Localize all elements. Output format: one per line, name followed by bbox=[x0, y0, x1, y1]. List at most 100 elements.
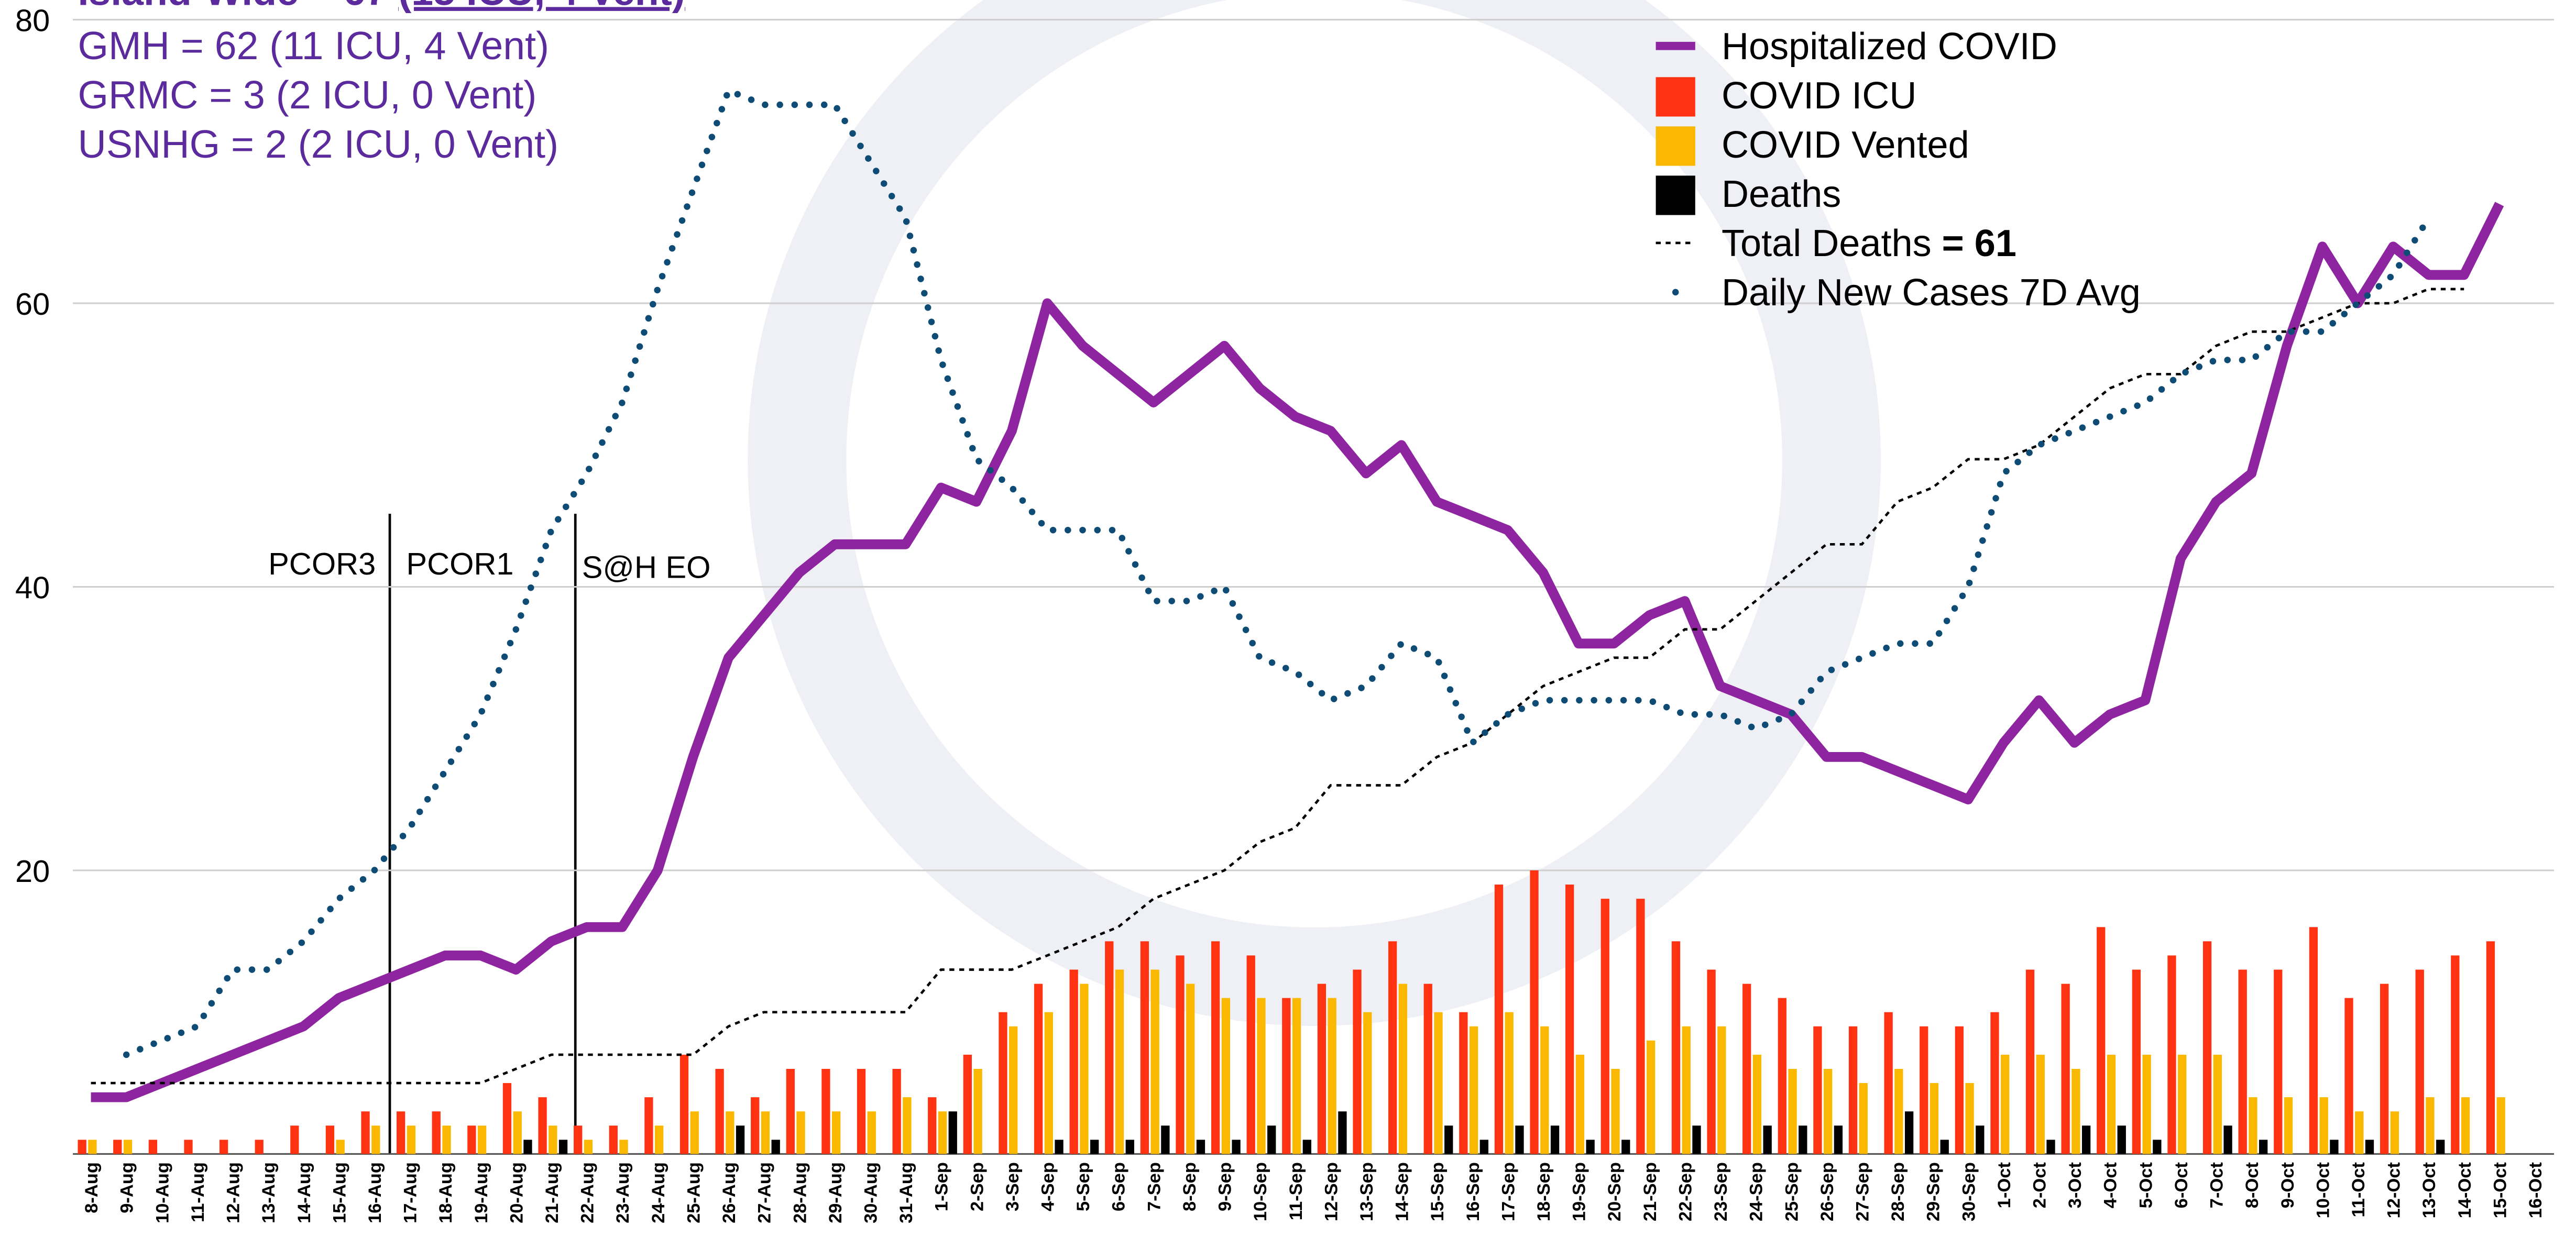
x-tick-label: 2-Sep bbox=[967, 1162, 987, 1211]
summary-detail: (15 ICU, 4 Vent) bbox=[398, 0, 685, 13]
bar bbox=[1211, 941, 1220, 1154]
legend-swatch bbox=[1656, 175, 1695, 215]
x-tick-label: 7-Sep bbox=[1144, 1162, 1164, 1211]
bar bbox=[2436, 1140, 2445, 1154]
note: GRMC = 3 (2 ICU, 0 Vent) bbox=[78, 73, 537, 117]
y-tick-label: 20 bbox=[15, 854, 50, 889]
x-tick-label: 1-Oct bbox=[1994, 1162, 2014, 1209]
x-tick-label: 21-Aug bbox=[542, 1162, 562, 1223]
bar bbox=[1434, 1012, 1443, 1154]
bar bbox=[558, 1140, 568, 1154]
bar bbox=[574, 1125, 583, 1154]
bar bbox=[2025, 969, 2035, 1154]
bar bbox=[690, 1111, 699, 1154]
bar bbox=[2153, 1140, 2162, 1154]
x-tick-label: 7-Oct bbox=[2207, 1162, 2227, 1209]
x-tick-label: 1-Sep bbox=[932, 1162, 952, 1211]
bar bbox=[1125, 1140, 1134, 1154]
bar bbox=[928, 1097, 937, 1154]
bar bbox=[1176, 955, 1185, 1154]
bar bbox=[2202, 941, 2212, 1154]
bar bbox=[1646, 1040, 1656, 1154]
bar bbox=[1328, 998, 1336, 1154]
x-tick-label: 10-Aug bbox=[152, 1162, 172, 1223]
x-tick-label: 8-Oct bbox=[2242, 1162, 2262, 1209]
bar bbox=[1459, 1012, 1468, 1154]
bar bbox=[857, 1068, 866, 1154]
x-tick-label: 8-Aug bbox=[82, 1162, 102, 1213]
bar bbox=[1515, 1125, 1524, 1154]
bar bbox=[1742, 984, 1751, 1154]
x-tick-label: 27-Aug bbox=[755, 1162, 775, 1223]
legend-suffix: = 61 bbox=[1942, 223, 2016, 264]
x-tick-label: 4-Sep bbox=[1038, 1162, 1058, 1211]
bar bbox=[442, 1125, 451, 1154]
bar bbox=[407, 1125, 416, 1154]
bar bbox=[1636, 899, 1645, 1154]
bar bbox=[2117, 1125, 2126, 1154]
bar bbox=[123, 1140, 133, 1154]
bar bbox=[88, 1140, 97, 1154]
y-tick-label: 80 bbox=[15, 3, 50, 38]
bar bbox=[1055, 1140, 1064, 1154]
bar bbox=[2167, 955, 2176, 1154]
x-tick-label: 5-Oct bbox=[2136, 1162, 2156, 1209]
bar bbox=[1257, 998, 1266, 1154]
bar bbox=[1388, 941, 1397, 1154]
bar bbox=[1788, 1068, 1797, 1154]
x-tick-label: 16-Oct bbox=[2526, 1162, 2546, 1219]
bar bbox=[1692, 1125, 1701, 1154]
bar bbox=[715, 1068, 724, 1154]
bar bbox=[2319, 1097, 2328, 1154]
watermark bbox=[748, 0, 1881, 1026]
annotation: S@H EO bbox=[582, 549, 711, 584]
bar bbox=[538, 1097, 547, 1154]
bar bbox=[832, 1111, 841, 1154]
legend-label: Daily New Cases 7D Avg bbox=[1722, 272, 2141, 314]
bar bbox=[1530, 870, 1539, 1154]
x-tick-label: 30-Sep bbox=[1959, 1162, 1979, 1221]
bar bbox=[609, 1125, 618, 1154]
summary: Island-Wide = 67 (15 ICU, 4 Vent) bbox=[78, 0, 685, 13]
note: GMH = 62 (11 ICU, 4 Vent) bbox=[78, 24, 550, 68]
bar bbox=[1824, 1068, 1833, 1154]
line bbox=[91, 288, 2464, 1085]
annotation: PCOR3 bbox=[268, 546, 376, 581]
bar bbox=[1423, 984, 1432, 1154]
bar bbox=[736, 1125, 745, 1154]
x-tick-label: 24-Sep bbox=[1747, 1162, 1767, 1221]
bar bbox=[2284, 1097, 2293, 1154]
bar bbox=[1884, 1012, 1893, 1154]
bar bbox=[1105, 941, 1114, 1154]
bar bbox=[549, 1125, 557, 1154]
x-tick-label: 23-Sep bbox=[1711, 1162, 1731, 1221]
bar bbox=[1601, 899, 1609, 1154]
bar bbox=[2330, 1140, 2339, 1154]
bar bbox=[761, 1111, 770, 1154]
bar bbox=[2249, 1097, 2257, 1154]
bar bbox=[619, 1140, 628, 1154]
x-tick-label: 12-Sep bbox=[1321, 1162, 1341, 1221]
bar bbox=[1671, 941, 1681, 1154]
legend-entry: Total Deaths = 61 bbox=[1722, 223, 2016, 264]
x-tick-label: 4-Oct bbox=[2101, 1162, 2121, 1209]
bar bbox=[1232, 1140, 1241, 1154]
x-tick-label: 11-Oct bbox=[2349, 1162, 2369, 1218]
x-tick-label: 14-Sep bbox=[1393, 1162, 1412, 1221]
bar bbox=[1150, 969, 1159, 1154]
x-tick-label: 19-Aug bbox=[472, 1162, 491, 1223]
bar bbox=[219, 1140, 228, 1154]
bar bbox=[361, 1111, 370, 1154]
x-tick-label: 29-Aug bbox=[826, 1162, 846, 1223]
bar bbox=[1778, 998, 1786, 1154]
bar bbox=[1494, 885, 1504, 1154]
x-tick-label: 23-Aug bbox=[613, 1162, 633, 1223]
legend-entry: Hospitalized COVID bbox=[1722, 26, 2057, 68]
bar bbox=[502, 1083, 512, 1154]
bar bbox=[1115, 969, 1124, 1154]
x-tick-label: 22-Aug bbox=[578, 1162, 598, 1223]
x-tick-label: 15-Oct bbox=[2490, 1162, 2510, 1219]
bar bbox=[1575, 1054, 1585, 1154]
x-tick-label: 22-Sep bbox=[1675, 1162, 1695, 1221]
bar bbox=[2415, 969, 2424, 1154]
